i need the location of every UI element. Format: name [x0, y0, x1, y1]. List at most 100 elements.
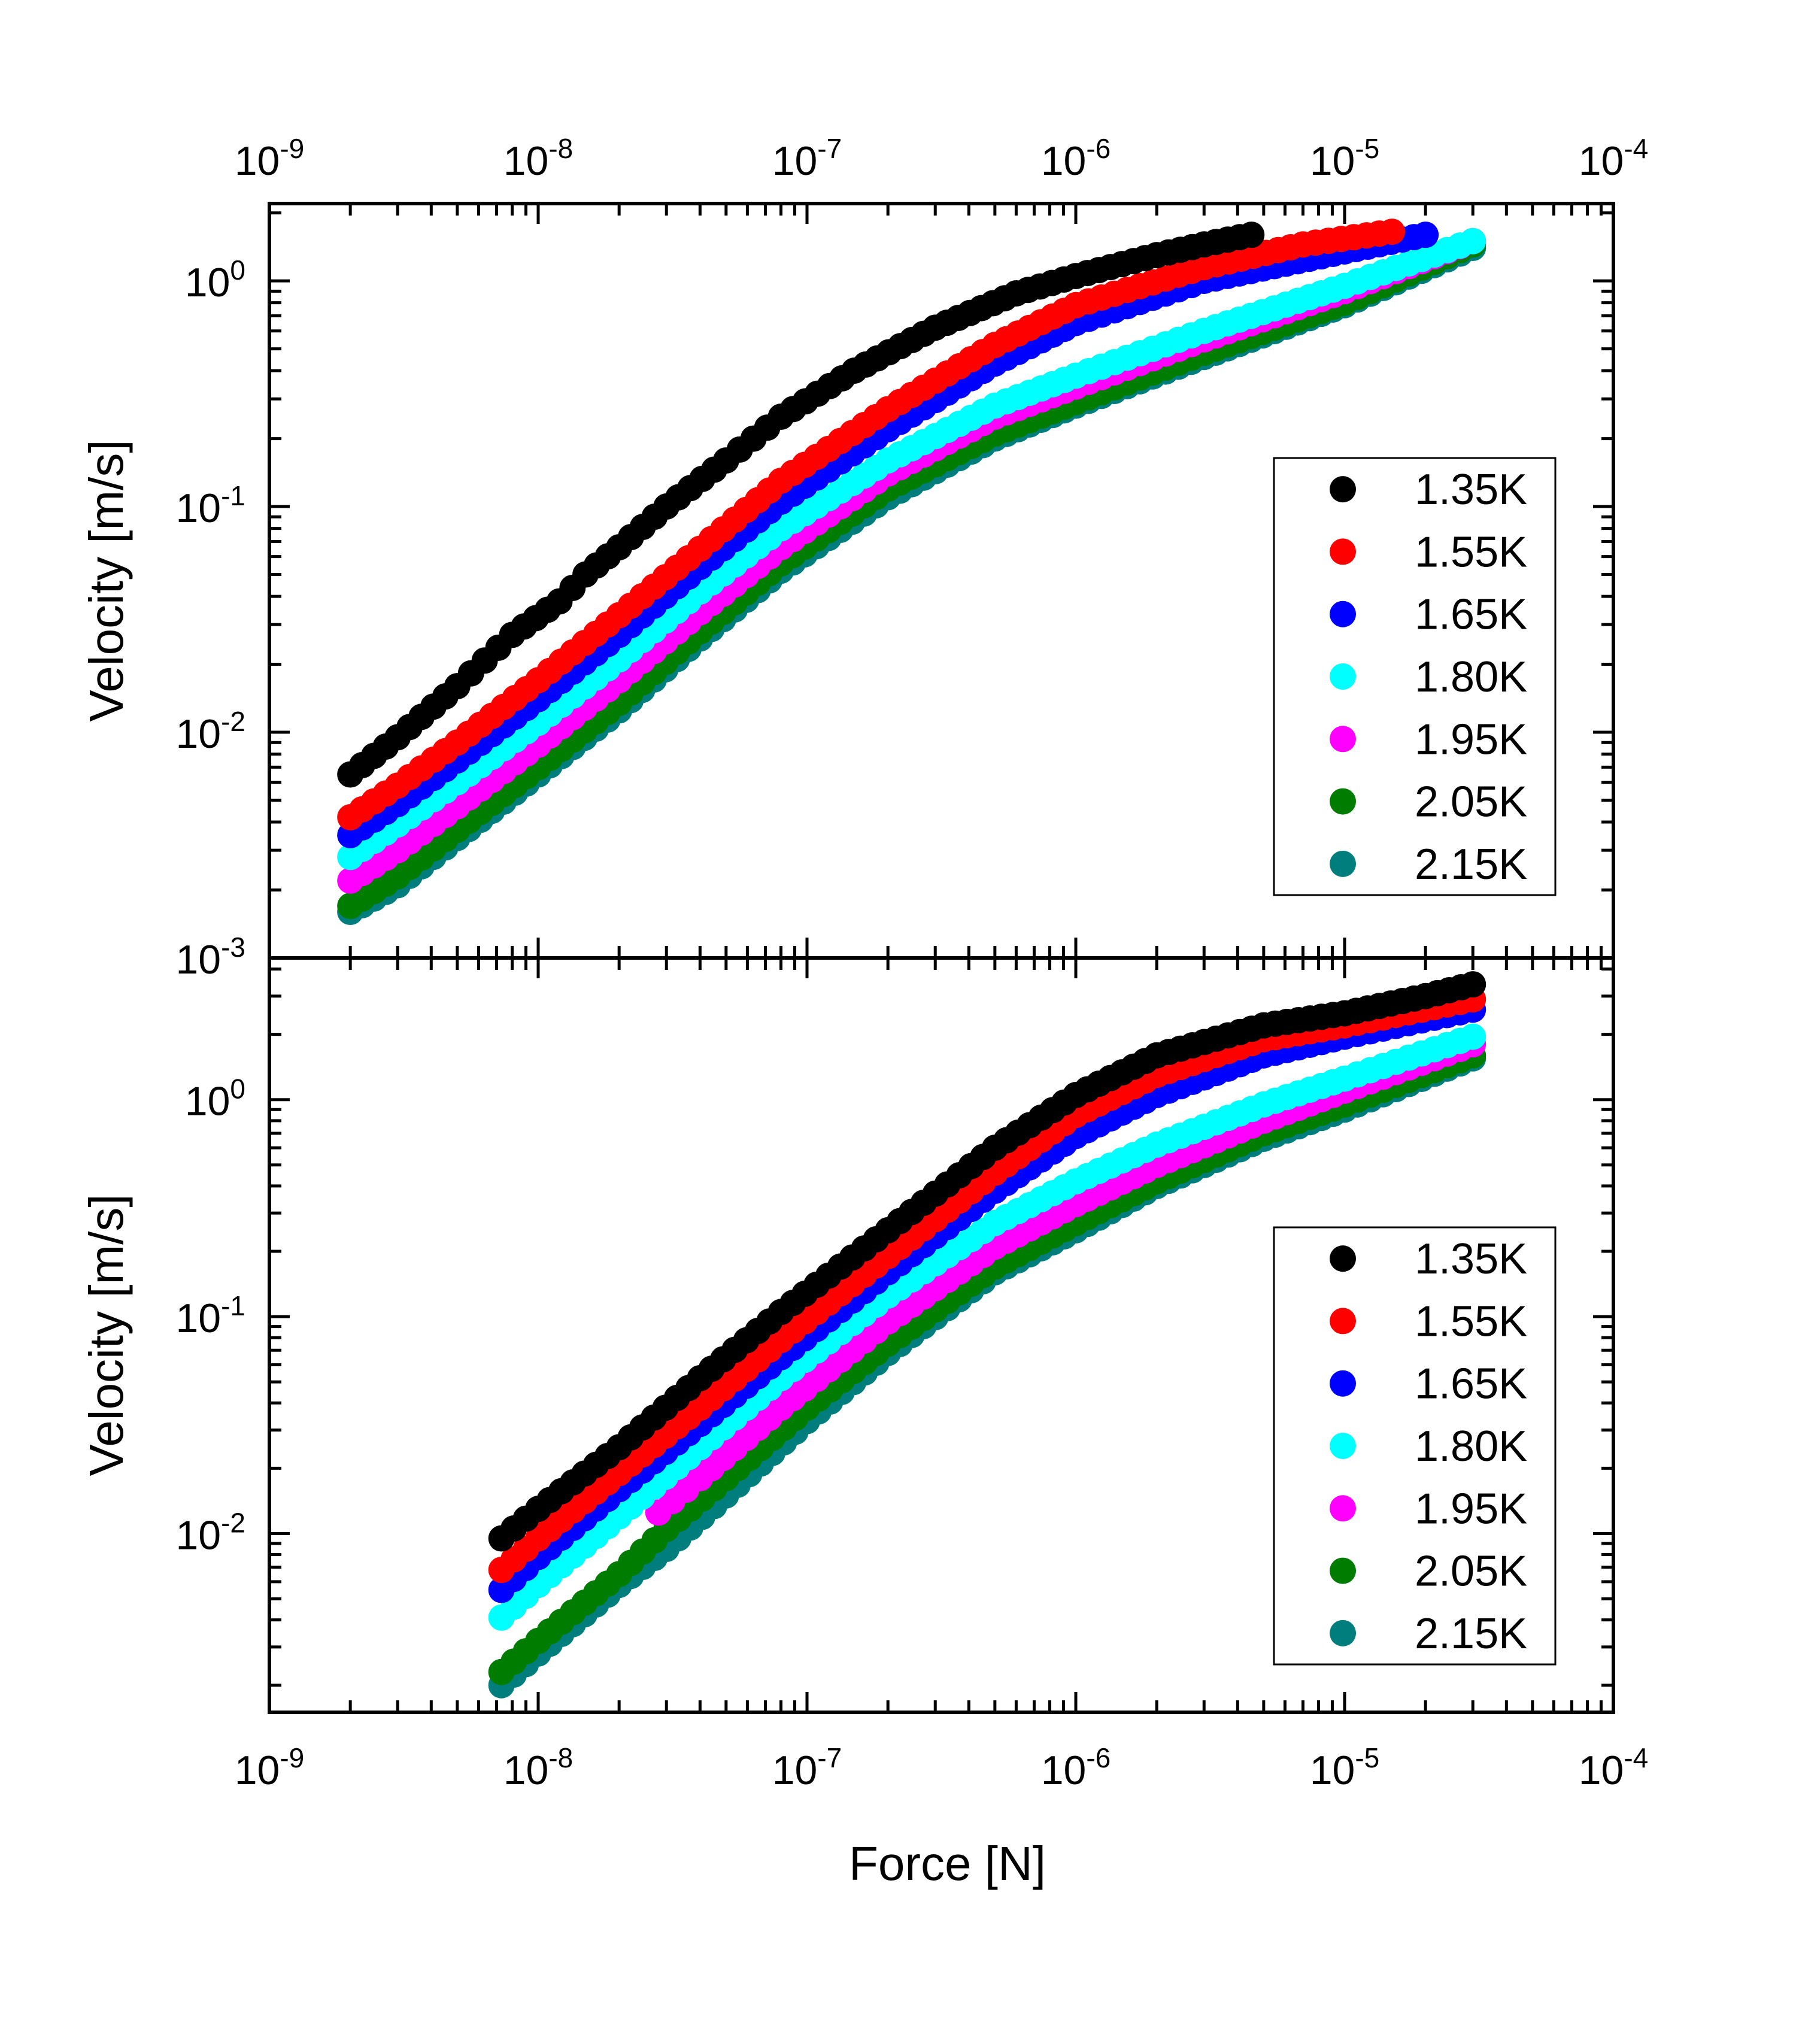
- data-point: [1460, 1023, 1486, 1050]
- legend-label: 2.05K: [1415, 1548, 1527, 1596]
- data-points: [488, 971, 1486, 1699]
- y-tick-label-base: 10: [175, 1512, 221, 1558]
- x-tick-label-exponent: -7: [817, 1742, 842, 1773]
- legend-label: 1.65K: [1415, 591, 1527, 639]
- legend-marker: [1330, 538, 1356, 565]
- x-tick-label-exponent: -6: [1086, 1742, 1111, 1773]
- x-tick-label-base: 10: [772, 138, 818, 184]
- legend-label: 1.35K: [1415, 466, 1527, 514]
- legend-box: [1273, 457, 1557, 896]
- y-tick-label: 10-2: [175, 1507, 245, 1558]
- y-tick-label-exponent: -2: [221, 1507, 245, 1538]
- x-tick-label-exponent: -5: [1355, 1742, 1379, 1773]
- y-tick-label-base: 10: [185, 1079, 230, 1124]
- y-axis-title: Velocity [m/s]: [80, 1194, 133, 1476]
- x-tick-label-base: 10: [1041, 138, 1087, 184]
- x-tick-label: 10-6: [1041, 1742, 1111, 1793]
- x-tick-label: 10-8: [503, 1742, 574, 1793]
- data-points: [337, 219, 1486, 926]
- series-1.80K: [337, 228, 1486, 871]
- legend-marker: [1330, 1557, 1356, 1584]
- x-tick-label-base: 10: [1579, 1748, 1624, 1793]
- y-tick-label: 10-1: [175, 1290, 245, 1341]
- legend-marker: [1330, 601, 1356, 627]
- plot-frame: [268, 956, 1615, 1714]
- y-tick-label-exponent: -1: [221, 480, 245, 511]
- bottom-panel: 10-9 10-8 10-7 10-6 10-5 10-410-210-1100Veloc…: [80, 956, 1649, 1890]
- y-tick-label-exponent: 0: [230, 1073, 245, 1105]
- x-tick-label-base: 10: [1310, 138, 1355, 184]
- x-tick-label: 10-5: [1310, 133, 1380, 184]
- legend-box: [1273, 1226, 1557, 1666]
- series-1.35K: [337, 222, 1265, 788]
- y-tick-label: 10-2: [175, 706, 245, 757]
- x-tick-label-exponent: -5: [1355, 133, 1379, 164]
- x-axis-title: Force [N]: [849, 1837, 1046, 1890]
- x-tick-label: 10-8: [503, 133, 574, 184]
- legend-label: 1.80K: [1415, 1423, 1527, 1470]
- legend-marker: [1330, 1433, 1356, 1459]
- data-point: [1460, 228, 1486, 254]
- x-tick-label-exponent: -4: [1624, 1742, 1648, 1773]
- legend-label: 1.35K: [1415, 1235, 1527, 1283]
- legend-label: 1.80K: [1415, 653, 1527, 701]
- legend-label: 1.55K: [1415, 528, 1527, 576]
- top-panel: 10-9 10-8 10-7 10-6 10-5 10-410-310-210-1100V…: [80, 133, 1648, 982]
- legend-marker: [1330, 663, 1356, 690]
- legend-label: 2.15K: [1415, 1610, 1527, 1658]
- data-point: [1238, 222, 1265, 248]
- y-tick-label-base: 10: [175, 1296, 221, 1341]
- y-tick-label-exponent: -3: [221, 932, 245, 963]
- y-tick-label: 10-1: [175, 480, 245, 531]
- x-tick-label: 10-9: [235, 133, 305, 184]
- y-tick-label-exponent: 0: [230, 254, 245, 286]
- x-tick-label: 10-4: [1579, 1742, 1649, 1793]
- x-tick-label: 10-5: [1310, 1742, 1380, 1793]
- y-axis-title: Velocity [m/s]: [80, 439, 133, 721]
- x-tick-label-exponent: -8: [548, 133, 573, 164]
- x-tick-label-exponent: -9: [280, 1742, 304, 1773]
- legend-label: 1.55K: [1415, 1297, 1527, 1345]
- y-tick-label-base: 10: [185, 260, 230, 305]
- y-tick-label-base: 10: [175, 486, 221, 531]
- legend-label: 2.15K: [1415, 841, 1527, 888]
- legend-marker: [1330, 1245, 1356, 1272]
- x-tick-label-base: 10: [772, 1748, 818, 1793]
- x-tick-label-base: 10: [1310, 1748, 1355, 1793]
- y-tick-label: 10-3: [175, 932, 245, 982]
- x-tick-label-exponent: -9: [280, 133, 304, 164]
- legend-marker: [1330, 1620, 1356, 1646]
- legend-marker: [1330, 1370, 1356, 1397]
- legend-marker: [1330, 476, 1356, 503]
- x-tick-label-base: 10: [1041, 1748, 1087, 1793]
- series-1.55K: [337, 219, 1406, 831]
- y-tick-label-exponent: -1: [221, 1290, 245, 1321]
- series-1.35K: [488, 971, 1486, 1552]
- y-tick-label-base: 10: [175, 711, 221, 757]
- legend-label: 1.65K: [1415, 1360, 1527, 1408]
- y-tick-label-exponent: -2: [221, 706, 245, 737]
- x-tick-label: 10-6: [1041, 133, 1111, 184]
- x-tick-label-exponent: -4: [1624, 133, 1648, 164]
- data-point: [1460, 971, 1486, 998]
- x-tick-label-base: 10: [235, 138, 280, 184]
- x-tick-label-base: 10: [1579, 138, 1624, 184]
- y-tick-label: 100: [185, 1073, 245, 1124]
- legend-marker: [1330, 788, 1356, 815]
- x-tick-label: 10-7: [772, 133, 842, 184]
- x-tick-label-base: 10: [503, 138, 549, 184]
- legend: 1.35K 1.55K 1.65K 1.80K 1.95K 2.05K 2.15K: [1273, 1226, 1557, 1666]
- x-tick-label-exponent: -7: [817, 133, 842, 164]
- legend-label: 2.05K: [1415, 778, 1527, 826]
- x-tick-label-exponent: -6: [1086, 133, 1111, 164]
- legend-marker: [1330, 1308, 1356, 1335]
- legend-marker: [1330, 850, 1356, 877]
- x-tick-label-base: 10: [503, 1748, 549, 1793]
- legend: 1.35K 1.55K 1.65K 1.80K 1.95K 2.05K 2.15K: [1273, 457, 1557, 896]
- series-1.65K: [488, 996, 1486, 1603]
- y-tick-label: 100: [185, 254, 245, 305]
- x-tick-label: 10-7: [772, 1742, 842, 1793]
- data-point: [1379, 219, 1406, 245]
- legend-marker: [1330, 726, 1356, 753]
